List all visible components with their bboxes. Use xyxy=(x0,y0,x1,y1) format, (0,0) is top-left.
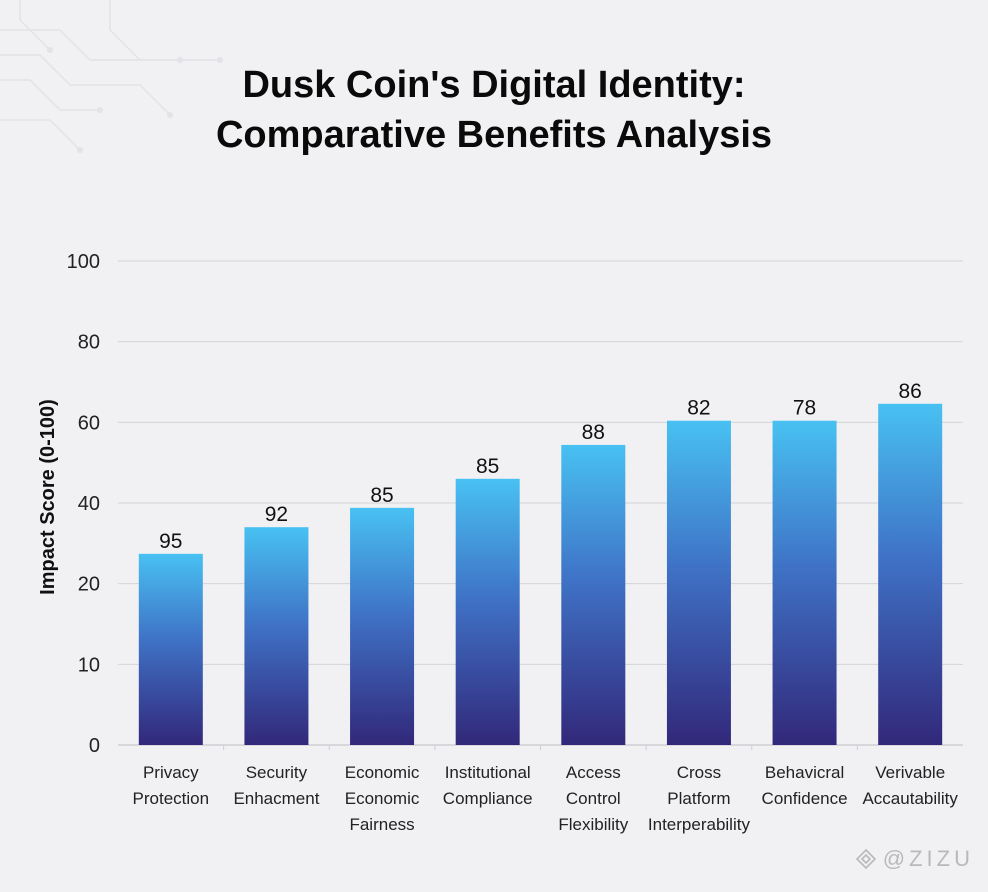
bar xyxy=(350,507,415,745)
x-tick-label: Security Enhacment xyxy=(233,763,319,808)
x-tick-label: Access Control Flexibility xyxy=(558,763,628,834)
x-axis-ticks: Privacy Protection Security Enhacment Econom… xyxy=(133,745,958,834)
bar xyxy=(138,553,203,745)
bars xyxy=(138,403,943,745)
bar xyxy=(244,527,309,745)
x-tick-label: Privacy Protection xyxy=(133,763,210,808)
bar xyxy=(772,420,837,745)
y-tick-label: 100 xyxy=(67,251,100,273)
bar xyxy=(561,444,626,745)
bar xyxy=(666,420,731,745)
x-tick-label: Economic Economic Fairness xyxy=(345,763,420,834)
watermark-text: @ZIZU xyxy=(882,846,974,871)
chart-title-line-1: Dusk Coin's Digital Identity: xyxy=(242,64,746,106)
data-label: 88 xyxy=(582,421,605,444)
y-tick-label: 0 xyxy=(89,735,100,757)
y-tick-label: 10 xyxy=(78,654,100,676)
circuit-decoration xyxy=(0,0,223,153)
y-axis-ticks: 0 10 20 40 60 80 100 xyxy=(67,251,100,757)
x-tick-label: Institutional Compliance xyxy=(443,763,533,808)
x-tick-label: Cross Platform Interperability xyxy=(648,763,751,834)
y-tick-label: 40 xyxy=(78,493,100,515)
chart-title-line-2: Comparative Benefits Analysis xyxy=(215,114,773,156)
x-tick-label: Behavicral Confidence xyxy=(762,763,848,808)
data-label: 95 xyxy=(159,530,182,553)
chart-title: Dusk Coin's Digital Identity: Comparativ… xyxy=(0,60,988,160)
data-label: 82 xyxy=(687,397,710,420)
watermark: @ZIZU xyxy=(855,846,974,872)
bar xyxy=(878,403,943,745)
data-label: 92 xyxy=(265,503,288,526)
data-labels: 95 92 85 85 88 82 78 86 xyxy=(159,380,922,553)
diamond-logo-icon xyxy=(855,848,876,870)
y-tick-label: 80 xyxy=(78,332,100,354)
data-label: 78 xyxy=(793,397,816,420)
bar xyxy=(455,478,520,745)
data-label: 85 xyxy=(370,484,393,507)
y-axis-label: Impact Score (0-100) xyxy=(37,399,59,595)
data-label: 86 xyxy=(899,380,922,403)
data-label: 85 xyxy=(476,455,499,478)
y-tick-label: 60 xyxy=(78,412,100,434)
y-tick-label: 20 xyxy=(78,574,100,596)
x-tick-label: Verivable Accautability xyxy=(862,763,958,808)
